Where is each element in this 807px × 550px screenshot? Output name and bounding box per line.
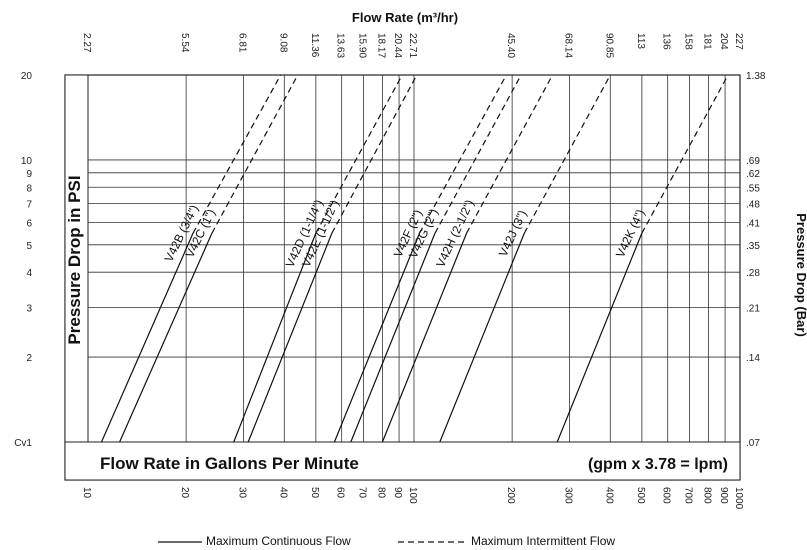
x-tick-label-bottom: 90: [392, 487, 403, 499]
series-labels: V42B (3/4")V42C (1") V42D (1-1/4")V42E (1…: [162, 197, 648, 269]
bottom-x-tick-labels: 10 20 30 40 50 60 70 80 90 100 200 300 400 500 600 700 8…: [81, 487, 744, 510]
x-axis-label: Flow Rate in Gallons Per Minute: [100, 454, 359, 473]
x-tick-label-top: 5.54: [179, 33, 190, 53]
series-continuous-line: [350, 232, 436, 443]
x-tick-label-top: 13.63: [335, 33, 346, 58]
y-tick-label-left: 5: [26, 241, 32, 252]
y-tick-label-right: .14: [746, 353, 760, 364]
x-tick-label-bottom: 900: [718, 487, 729, 504]
y-tick-label-right: .41: [746, 218, 760, 229]
top-x-tick-labels: 2.27 5.54 6.81 9.08 11.36 13.63 15.90 18.17 20.4…: [81, 33, 744, 58]
y-tick-label-right: .62: [746, 169, 760, 180]
y-axis-label-right: Pressure Drop (Bar): [794, 213, 807, 337]
series-intermittent-line: [315, 74, 403, 234]
x-tick-label-top: 18.17: [375, 33, 386, 58]
y-tick-label-right: .21: [746, 303, 760, 314]
y-tick-label-left: 4: [26, 268, 32, 279]
x-tick-label-top: 15.90: [357, 33, 368, 58]
y-tick-label-left: 10: [21, 156, 33, 167]
y-tick-label-left: 7: [26, 200, 32, 211]
x-tick-label-bottom: 80: [375, 487, 386, 499]
x-tick-label-bottom: 200: [505, 487, 516, 504]
series-intermittent-line: [211, 74, 299, 234]
y-tick-label-right: .55: [746, 183, 760, 194]
x-tick-label-top: 68.14: [563, 33, 574, 58]
x-tick-label-top: 136: [661, 33, 672, 50]
x-label-panel: [64, 441, 741, 481]
x-tick-label-top: 181: [701, 33, 712, 50]
x-tick-label-top: 45.40: [505, 33, 516, 58]
x-tick-label-top: 20.44: [392, 33, 403, 58]
series-intermittent-line: [331, 74, 418, 234]
series-continuous-line: [233, 232, 317, 443]
left-y-tick-labels: Cv1 2 3 4 5 6 7 8 9 10 20: [14, 71, 32, 449]
x-tick-label-top: 90.85: [603, 33, 614, 58]
x-tick-label-bottom: 1000: [733, 487, 744, 510]
x-tick-label-top: 11.36: [309, 33, 320, 58]
series-continuous-line: [119, 232, 213, 443]
y-tick-label-right: 1.38: [746, 71, 766, 82]
series-intermittent-line: [419, 74, 507, 234]
x-tick-label-bottom: 400: [603, 487, 614, 504]
x-tick-label-bottom: 700: [683, 487, 694, 504]
y-tick-label-right: .69: [746, 156, 760, 167]
series-layer: [100, 74, 729, 443]
right-y-tick-labels: .07 .14 .21 .28 .35 .41 .48 .55 .62 .69 1.38: [746, 71, 766, 449]
x-tick-label-bottom: 20: [179, 487, 190, 499]
y-tick-label-right: .28: [746, 268, 760, 279]
legend-intermittent-label: Maximum Intermittent Flow: [471, 534, 615, 548]
x-tick-label-bottom: 500: [635, 487, 646, 504]
series-continuous-line: [381, 232, 468, 443]
y-tick-label-right: .07: [746, 438, 760, 449]
chart-title: Flow Rate (m³/hr): [352, 10, 458, 25]
x-tick-label-bottom: 40: [277, 487, 288, 499]
x-tick-label-bottom: 300: [563, 487, 574, 504]
series-continuous-line: [439, 232, 525, 443]
x-tick-label-bottom: 70: [357, 487, 368, 499]
series-continuous-line: [556, 232, 643, 443]
y-tick-label-left: 2: [26, 353, 32, 364]
x-tick-label-top: 204: [718, 33, 729, 50]
series-intermittent-line: [192, 74, 282, 234]
plot-frame: [64, 74, 741, 481]
gridlines: [87, 75, 741, 442]
x-tick-label-bottom: 30: [237, 487, 248, 499]
x-tick-label-bottom: 60: [335, 487, 346, 499]
x-tick-label-top: 113: [635, 33, 646, 49]
x-tick-label-top: 2.27: [81, 33, 92, 53]
legend: Maximum Continuous Flow Maximum Intermit…: [158, 534, 615, 548]
y-tick-label-right: .35: [746, 241, 760, 252]
x-tick-label-bottom: 600: [661, 487, 672, 504]
series-continuous-line: [333, 232, 421, 443]
y-tick-label-right: .48: [746, 200, 760, 211]
series-intermittent-line: [523, 74, 611, 234]
y-axis-label-left: Pressure Drop in PSI: [65, 175, 84, 344]
series-label: V42H (2-1/2"): [433, 197, 476, 269]
x-tick-label-top: 6.81: [237, 33, 248, 53]
series-intermittent-line: [434, 74, 522, 234]
y-tick-label-left: 8: [26, 183, 32, 194]
series-intermittent-line: [641, 74, 729, 234]
y-tick-label-left: 3: [26, 303, 32, 314]
x-tick-label-top: 158: [683, 33, 694, 50]
y-tick-label-left: 20: [21, 71, 33, 82]
y-tick-label-left: Cv1: [14, 438, 32, 449]
x-tick-label-bottom: 800: [701, 487, 712, 504]
series-intermittent-line: [466, 74, 554, 234]
y-tick-label-left: 9: [26, 169, 32, 180]
y-tick-label-left: 6: [26, 218, 32, 229]
series-continuous-line: [100, 232, 194, 443]
x-axis-note: (gpm x 3.78 = lpm): [588, 456, 728, 473]
x-tick-label-top: 22.71: [407, 33, 418, 58]
legend-continuous-label: Maximum Continuous Flow: [206, 534, 351, 548]
x-tick-label-top: 9.08: [277, 33, 288, 53]
x-tick-label-top: 227: [733, 33, 744, 50]
x-tick-label-bottom: 100: [407, 487, 418, 504]
x-tick-label-bottom: 10: [81, 487, 92, 499]
x-tick-label-bottom: 50: [309, 487, 320, 499]
series-continuous-line: [247, 232, 333, 443]
